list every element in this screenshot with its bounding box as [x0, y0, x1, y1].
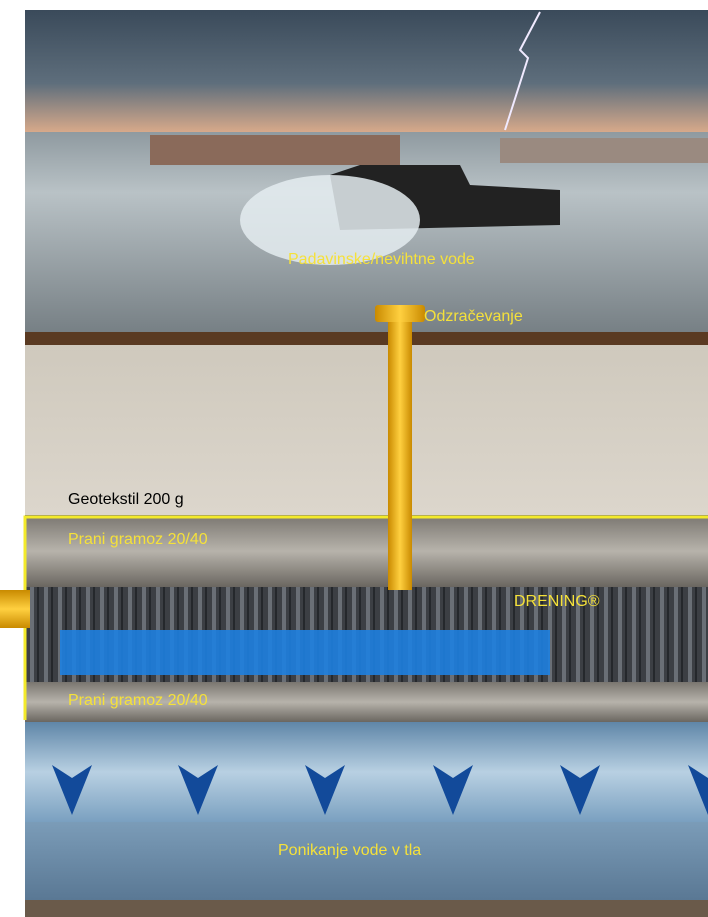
label: DRENING® [514, 593, 600, 610]
sky [25, 10, 708, 132]
building [500, 138, 708, 163]
building [150, 135, 400, 165]
arrow [560, 765, 600, 815]
arrow [688, 765, 708, 815]
soil-strip [25, 900, 708, 917]
arrow [52, 765, 92, 815]
label: Ponikanje vode v tla [278, 842, 421, 859]
soil-strip [25, 332, 708, 345]
label: Padavinske/nevihtne vode [288, 251, 475, 268]
sand-layer [25, 345, 708, 515]
arrow [305, 765, 345, 815]
ground-layer [25, 822, 708, 900]
vent-pipe [388, 318, 412, 590]
label: Prani gramoz 20/40 [68, 692, 208, 709]
gravel-layer [25, 682, 708, 722]
gravel-layer [25, 515, 708, 587]
lightning [504, 11, 541, 131]
stored-water [60, 630, 550, 675]
splash [240, 175, 420, 265]
infiltration-zone [25, 722, 708, 822]
label: Prani gramoz 20/40 [68, 531, 208, 548]
arrow [433, 765, 473, 815]
arrow [178, 765, 218, 815]
vent-cap [375, 305, 425, 322]
arrows [52, 765, 708, 815]
label: Geotekstil 200 g [68, 491, 184, 508]
geotextile-outline [23, 515, 708, 720]
label: Odzračevanje [424, 308, 523, 325]
inlet-pipe [0, 590, 30, 628]
